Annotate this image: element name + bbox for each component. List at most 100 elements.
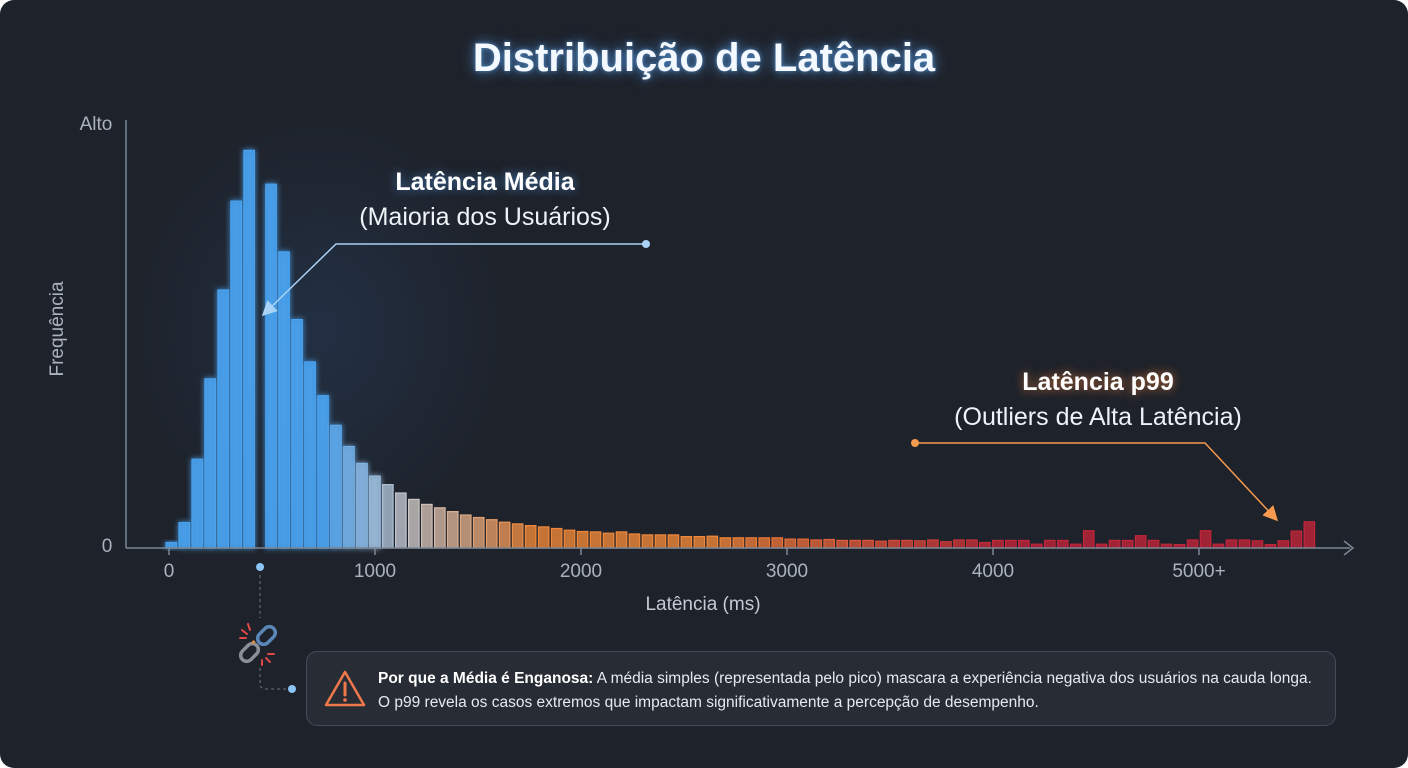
histogram-bar — [602, 532, 615, 549]
callout-heading: Por que a Média é Enganosa: — [378, 670, 594, 687]
histogram-bar — [165, 541, 178, 549]
histogram-bar — [1225, 539, 1238, 549]
histogram-bar — [862, 539, 874, 549]
x-tick-label: 2000 — [559, 561, 603, 582]
histogram-bar — [178, 521, 191, 549]
histogram-bar — [291, 319, 303, 549]
histogram-bar — [472, 516, 485, 549]
histogram-bar — [343, 445, 355, 549]
histogram-bar — [191, 458, 204, 549]
histogram-bar — [217, 289, 229, 549]
histogram-bar — [1134, 535, 1147, 549]
histogram-bar — [901, 539, 913, 549]
histogram-bar — [511, 523, 524, 549]
histogram-bar — [680, 535, 693, 549]
histogram-bar — [576, 530, 589, 549]
histogram-bar — [797, 538, 810, 549]
mean-leader-dot — [642, 240, 650, 248]
warning-triangle-icon — [324, 670, 366, 707]
x-axis-label: Latência (ms) — [645, 594, 761, 615]
histogram-bar — [563, 529, 576, 549]
histogram-bar — [524, 524, 537, 549]
p99-leader-dot — [911, 439, 919, 447]
callout-box: Por que a Média é Enganosa: A média simp… — [306, 651, 1336, 726]
histogram-bar — [745, 537, 758, 549]
histogram-bar — [265, 183, 277, 549]
histogram-bar — [1199, 530, 1212, 549]
histogram-bar — [641, 534, 654, 549]
callout-text: Por que a Média é Enganosa: A média simp… — [378, 667, 1328, 715]
histogram-bar — [1290, 530, 1303, 549]
mean-marker-dot — [256, 563, 265, 571]
histogram-bar — [459, 514, 472, 549]
histogram-bar — [395, 492, 407, 549]
histogram-bar — [810, 539, 823, 549]
x-axis-arrow-icon — [1343, 540, 1355, 556]
broken-link-icon — [238, 624, 278, 664]
histogram-bar — [966, 539, 978, 549]
histogram-bar — [732, 537, 745, 549]
histogram-bar — [940, 541, 952, 549]
histogram-bar — [719, 537, 732, 549]
histogram-bar — [408, 498, 420, 549]
histogram-bar — [1108, 539, 1121, 549]
histogram-bar — [550, 527, 563, 549]
histogram-bar — [485, 519, 498, 549]
histogram-bar — [654, 534, 667, 549]
y-axis-label: Frequência — [47, 281, 68, 377]
mean-annotation-subtitle: (Maioria dos Usuários) — [359, 203, 611, 231]
histogram-bar — [1082, 530, 1095, 549]
p99-annotation-title: Latência p99 — [1022, 368, 1174, 396]
x-tick-label: 0 — [163, 561, 175, 582]
histogram-bar — [1004, 539, 1017, 549]
x-tick-label: 4000 — [971, 561, 1015, 582]
histogram-bar — [382, 484, 394, 549]
p99-annotation-subtitle: (Outliers de Alta Latência) — [954, 403, 1242, 431]
x-tick-label: 5000+ — [1172, 561, 1226, 582]
histogram-bar — [978, 541, 991, 549]
histogram-bar — [356, 462, 368, 549]
histogram-bar — [836, 539, 849, 549]
histogram-bar — [823, 538, 836, 549]
histogram-bar — [243, 149, 255, 549]
histogram-bar — [953, 539, 965, 549]
histogram-bar — [278, 251, 290, 549]
histogram-bar — [589, 531, 602, 549]
x-tick-label: 3000 — [765, 561, 809, 582]
chart-title: Distribuição de Latência — [472, 36, 936, 80]
histogram-bar — [537, 526, 550, 549]
histogram-bar — [1056, 539, 1069, 549]
histogram-bar — [927, 539, 939, 549]
histogram-bar — [317, 395, 329, 549]
histogram-bar — [421, 503, 433, 549]
histogram-bar — [758, 537, 771, 549]
histogram-bar — [230, 200, 242, 549]
histogram-bar — [628, 533, 641, 549]
histogram-bar — [304, 361, 316, 549]
histogram-bar — [1017, 539, 1030, 549]
histogram-bar — [330, 424, 342, 549]
histogram-bar — [615, 531, 628, 549]
histogram-bar — [1277, 540, 1290, 549]
histogram-bar — [434, 507, 446, 549]
histogram-bar — [1186, 539, 1199, 549]
p99-leader-line — [915, 442, 1279, 522]
histogram-bar — [1043, 539, 1056, 549]
histogram-bar — [888, 539, 900, 549]
histogram-bar — [498, 521, 511, 549]
histogram-bar — [1147, 539, 1160, 549]
histogram-bar — [1238, 539, 1251, 549]
histogram-bar — [446, 511, 459, 549]
histogram-bar — [204, 378, 216, 549]
histogram-bar — [1303, 521, 1316, 549]
mean-leader-line — [261, 243, 646, 317]
x-tick-label: 1000 — [353, 561, 397, 582]
histogram-bar — [706, 535, 719, 549]
y-tick-high: Alto — [79, 114, 113, 135]
callout-body: A média simples (representada pelo pico)… — [378, 670, 1312, 711]
histogram-bar — [1251, 540, 1264, 549]
histogram-bar — [991, 539, 1004, 549]
histogram-bar — [369, 475, 381, 549]
